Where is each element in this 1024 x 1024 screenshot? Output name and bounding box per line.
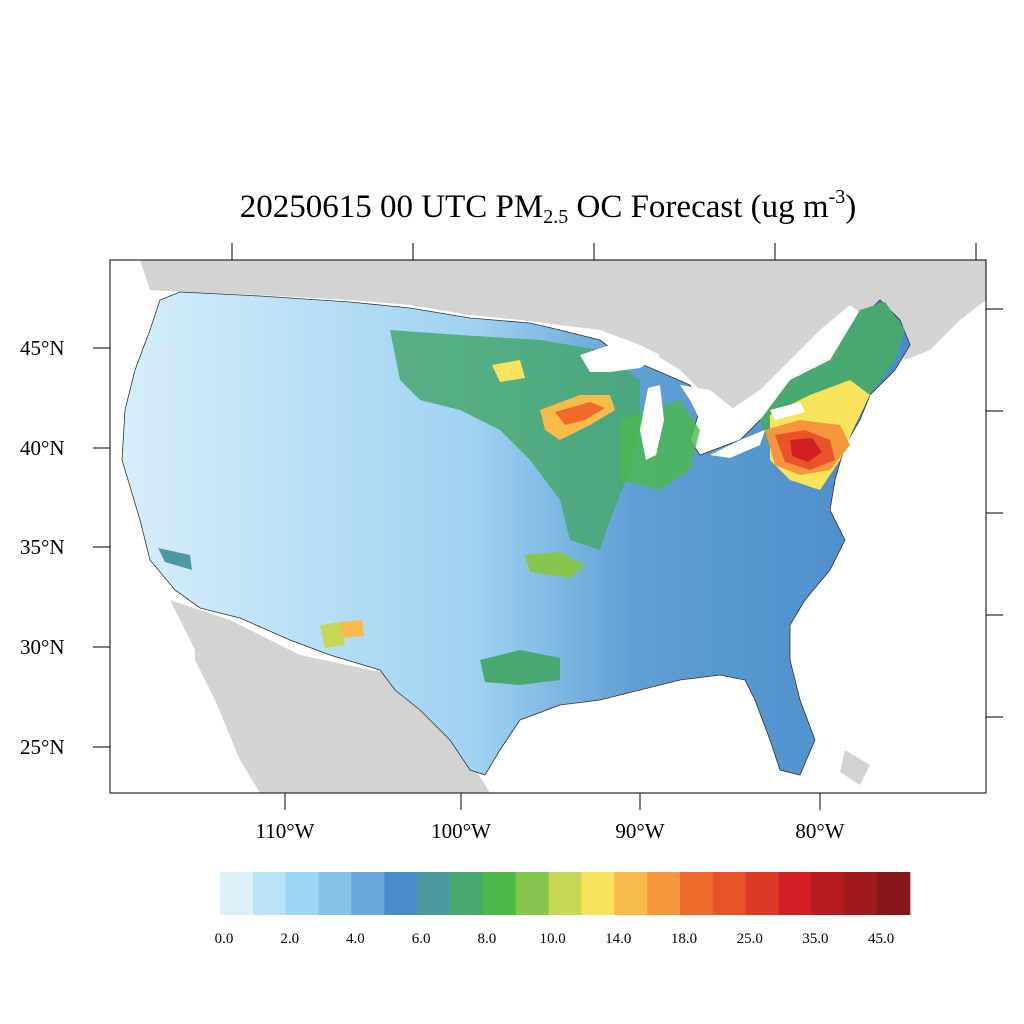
- colorbar-swatch: [548, 872, 582, 915]
- newmexico-yellow: [320, 622, 345, 648]
- colorbar-swatch: [482, 872, 517, 915]
- colorbar-swatch: [515, 872, 549, 915]
- lake-superior: [580, 345, 660, 372]
- left-ticks: [93, 347, 110, 748]
- colorbar-swatch: [778, 872, 812, 915]
- colorbar-swatch: [844, 872, 878, 915]
- colorbar-label: 18.0: [671, 931, 697, 947]
- plains-green-band: [390, 330, 640, 550]
- lat-label: 30°N: [20, 635, 65, 659]
- colorbar-swatch: [647, 872, 681, 915]
- colorbar-swatch: [285, 872, 319, 915]
- colorbar-swatch: [680, 872, 714, 915]
- oklahoma-green: [525, 552, 585, 578]
- lon-label: 80°W: [795, 819, 844, 843]
- latitude-labels: 45°N 40°N 35°N 30°N 25°N: [20, 336, 65, 759]
- colorbar-swatch: [581, 872, 615, 915]
- right-ticks: [986, 308, 1003, 718]
- colorbar-swatch: [877, 872, 911, 915]
- lake-ontario: [770, 402, 805, 420]
- lat-label: 40°N: [20, 436, 65, 460]
- colorbar-swatch: [252, 872, 287, 915]
- lake-michigan: [640, 385, 664, 460]
- minnesota-red: [555, 402, 605, 425]
- lake-huron: [680, 385, 735, 430]
- colorbar-label: 45.0: [868, 931, 894, 947]
- canada-landmass: [140, 260, 986, 410]
- newmexico-orange: [340, 620, 364, 638]
- colorbar-swatch: [811, 872, 845, 915]
- colorbar-label: 10.0: [539, 931, 565, 947]
- colorbar-swatch: [450, 872, 484, 915]
- colorbar-swatch: [384, 872, 418, 915]
- california-teal: [158, 548, 192, 570]
- baja-peninsula: [195, 620, 275, 793]
- longitude-labels: 110°W 100°W 90°W 80°W: [256, 819, 845, 843]
- cuba-bahamas: [840, 750, 870, 785]
- lon-label: 90°W: [615, 819, 664, 843]
- colorbar-label: 8.0: [477, 931, 496, 947]
- lon-label: 110°W: [256, 819, 315, 843]
- colorbar-swatch: [417, 872, 451, 915]
- top-ticks: [231, 243, 977, 260]
- colorbar-label: 35.0: [802, 931, 828, 947]
- texas-green: [480, 650, 560, 685]
- colorbar-swatch: [712, 872, 747, 915]
- lat-label: 25°N: [20, 735, 65, 759]
- colorbar-swatch: [614, 872, 648, 915]
- dakota-yellow: [492, 360, 525, 382]
- colorbar-swatch: [745, 872, 779, 915]
- bottom-ticks: [284, 793, 821, 810]
- lon-label: 100°W: [431, 819, 491, 843]
- colorbar-label: 2.0: [280, 931, 299, 947]
- colorbar-swatch: [318, 872, 352, 915]
- lake-erie: [710, 430, 765, 458]
- colorbar: [220, 872, 911, 915]
- map-title: 20250615 00 UTC PM2.5 OC Forecast (ug m-…: [239, 186, 857, 228]
- colorbar-label: 14.0: [605, 931, 631, 947]
- colorbar-label: 6.0: [412, 931, 431, 947]
- lat-label: 35°N: [20, 535, 65, 559]
- map-area: [110, 260, 986, 793]
- colorbar-label: 4.0: [346, 931, 365, 947]
- colorbar-swatch: [220, 872, 254, 915]
- colorbar-swatch: [351, 872, 385, 915]
- pennsylvania-hotspot: [790, 438, 822, 462]
- lat-label: 45°N: [20, 336, 65, 360]
- colorbar-labels: 0.0 2.0 4.0 6.0 8.0 10.0 14.0 18.0 25.0 35.0 45.0: [215, 931, 895, 947]
- colorbar-label: 0.0: [215, 931, 234, 947]
- colorbar-label: 25.0: [737, 931, 763, 947]
- great-lakes-green: [620, 400, 700, 490]
- map-frame: [109, 259, 987, 794]
